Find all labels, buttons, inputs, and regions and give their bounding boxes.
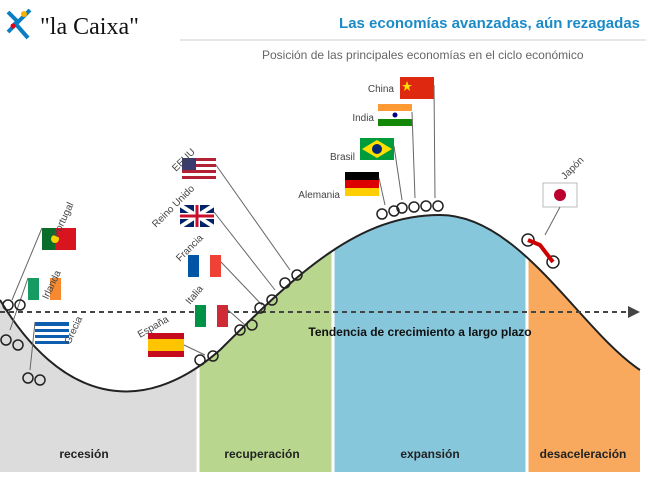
flags bbox=[28, 77, 578, 357]
bikes bbox=[0, 200, 560, 386]
logo: "la Caixa" bbox=[6, 8, 139, 40]
trend-arrow bbox=[628, 306, 640, 318]
subtitle: Posición de las principales economías en… bbox=[262, 48, 584, 62]
cycle-curve bbox=[0, 213, 641, 393]
logo-text: "la Caixa" bbox=[40, 14, 139, 40]
title: Las economías avanzadas, aún rezagadas bbox=[339, 15, 640, 32]
flag-poles bbox=[9, 84, 561, 371]
country-label: Alemania bbox=[298, 190, 340, 201]
country-label: China bbox=[368, 84, 395, 95]
trend-label: Tendencia de crecimiento a largo plazo bbox=[308, 325, 531, 339]
country-label: Japón bbox=[559, 155, 586, 182]
country-label: India bbox=[352, 113, 374, 124]
country-label: Brasil bbox=[330, 152, 355, 163]
phase-label: recuperación bbox=[224, 447, 299, 461]
phase-label: desaceleración bbox=[540, 447, 627, 461]
phase-label: expansión bbox=[400, 447, 459, 461]
phase-label: recesión bbox=[59, 447, 108, 461]
country-label: Italia bbox=[184, 283, 206, 307]
